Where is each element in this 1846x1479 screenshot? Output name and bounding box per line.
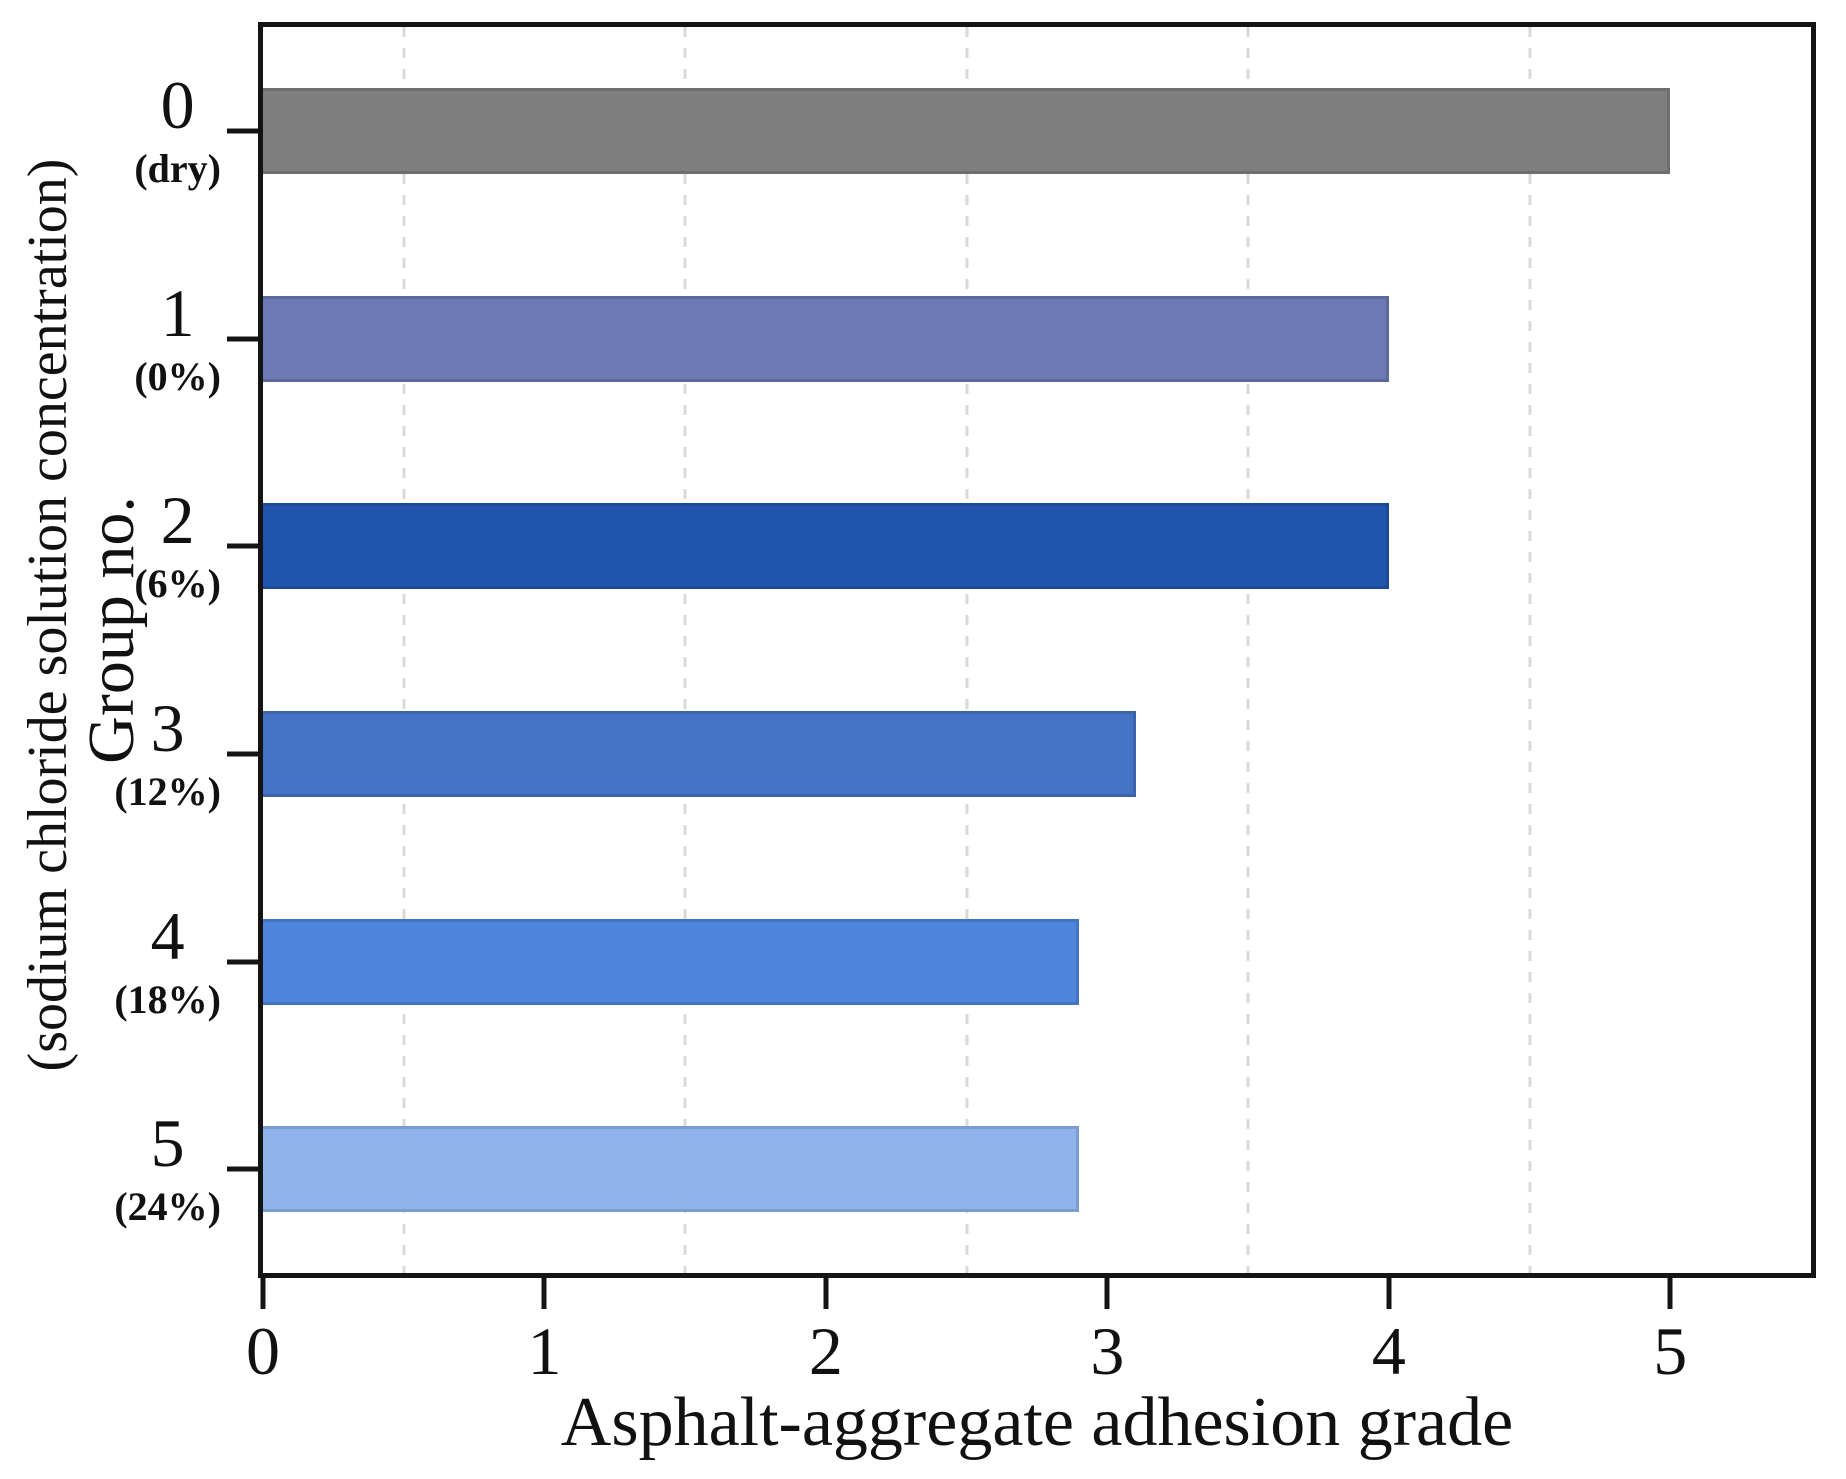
y-tick-label-4: 4 (18%) — [114, 902, 221, 1022]
x-tick-0 — [260, 1278, 266, 1309]
y-tick-sublabel-3: (12%) — [114, 768, 221, 814]
bar-group-1 — [263, 295, 1389, 382]
y-tick-5 — [227, 1166, 258, 1172]
gridline-x-0.5 — [402, 27, 406, 1273]
y-tick-sublabel-1: (0%) — [134, 353, 221, 399]
y-tick-number-4: 4 — [150, 897, 185, 974]
gridline-x-1.5 — [683, 27, 687, 1273]
y-tick-label-3: 3 (12%) — [114, 694, 221, 814]
gridline-x-2.5 — [965, 27, 969, 1273]
bar-group-4 — [263, 918, 1080, 1005]
y-tick-sublabel-5: (24%) — [114, 1184, 221, 1230]
y-tick-label-5: 5 (24%) — [114, 1109, 221, 1229]
y-tick-number-5: 5 — [150, 1105, 185, 1182]
bar-group-2 — [263, 503, 1389, 590]
x-tick-label-5: 5 — [1653, 1313, 1688, 1389]
x-tick-4 — [1386, 1278, 1392, 1309]
x-tick-label-2: 2 — [808, 1313, 843, 1389]
plot-area: 0 (dry) 1 (0%) 2 (6%) 3 (12%) 4 (18%) 5 (24%) 0 1 2 3 4 5 — [114, 22, 1816, 1385]
y-tick-number-1: 1 — [160, 274, 195, 351]
x-tick-label-0: 0 — [246, 1313, 280, 1389]
bar-group-0 — [263, 87, 1671, 174]
x-tick-1 — [541, 1278, 547, 1309]
y-tick-0 — [227, 128, 258, 134]
gridline-x-4.5 — [1528, 27, 1532, 1273]
y-tick-label-0: 0 (dry) — [134, 71, 221, 191]
x-tick-5 — [1667, 1278, 1673, 1309]
y-axis-title-secondary: (sodium chloride solution concentration) — [17, 158, 79, 1072]
bar-group-5 — [263, 1126, 1080, 1213]
gridline-x-3.5 — [1246, 27, 1250, 1273]
x-axis-title: Asphalt-aggregate adhesion grade — [560, 1384, 1514, 1461]
y-tick-number-2: 2 — [160, 482, 195, 559]
y-tick-2 — [227, 543, 258, 549]
x-tick-2 — [823, 1278, 829, 1309]
y-tick-label-2: 2 (6%) — [134, 486, 221, 606]
y-tick-number-3: 3 — [150, 689, 185, 766]
y-tick-sublabel-4: (18%) — [114, 976, 221, 1022]
bar-group-3 — [263, 710, 1136, 797]
y-tick-1 — [227, 336, 258, 341]
y-tick-number-0: 0 — [160, 66, 195, 143]
y-tick-sublabel-0: (dry) — [134, 145, 221, 191]
y-tick-label-1: 1 (0%) — [134, 279, 221, 399]
y-tick-4 — [227, 959, 258, 964]
x-tick-label-4: 4 — [1371, 1313, 1406, 1389]
y-tick-3 — [227, 751, 258, 757]
x-tick-label-3: 3 — [1090, 1313, 1125, 1389]
x-tick-3 — [1104, 1278, 1110, 1309]
x-tick-label-1: 1 — [527, 1313, 562, 1389]
y-tick-sublabel-2: (6%) — [134, 561, 221, 607]
